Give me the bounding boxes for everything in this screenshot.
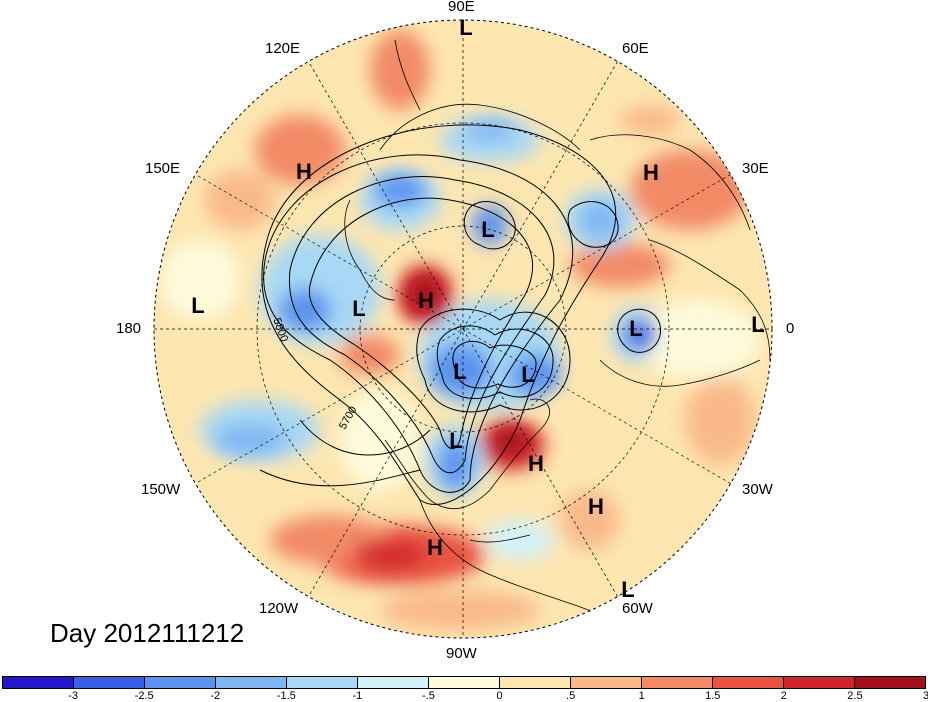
pressure-center-label: L — [521, 362, 535, 387]
colorbar-swatch — [855, 677, 925, 688]
colorbar-tick-label: 1 — [638, 690, 645, 702]
day-label: Day 2012111212 — [50, 618, 245, 648]
colorbar-tick-label: -1.5 — [276, 690, 296, 702]
pressure-center-label: L — [191, 293, 205, 318]
lon-label-90e: 90E — [448, 0, 475, 15]
colorbar-tick-label: 3 — [922, 690, 928, 702]
pressure-center-label: L — [459, 15, 473, 40]
lon-label-90w: 90W — [446, 645, 477, 662]
pressure-center-label: L — [629, 316, 643, 341]
colorbar-tick-label: .5 — [566, 690, 576, 702]
lon-label-180: 180 — [116, 320, 142, 337]
colorbar-swatch — [713, 677, 784, 688]
pressure-center-label: H — [643, 160, 659, 185]
colorbar-tick-label: -2.5 — [134, 690, 154, 702]
colorbar-swatch — [74, 677, 145, 688]
lon-label-120e: 120E — [265, 40, 301, 57]
colorbar-swatch — [500, 677, 571, 688]
lon-label-60w: 60W — [622, 600, 653, 617]
colorbar-tick-label: 1.5 — [705, 690, 721, 702]
colorbar-swatch — [429, 677, 500, 688]
coastlines — [344, 39, 771, 638]
pressure-center-label: H — [418, 288, 434, 313]
lon-label-0: 0 — [786, 320, 795, 337]
colorbar-tick-label: 2.5 — [847, 690, 863, 702]
pressure-center-label: L — [449, 428, 463, 453]
colorbar-swatch — [216, 677, 287, 688]
pressure-center-label: H — [528, 451, 544, 476]
lon-label-60e: 60E — [622, 40, 649, 57]
colorbar-swatch — [287, 677, 358, 688]
lon-label-150e: 150E — [145, 160, 181, 177]
colorbar-swatch — [784, 677, 855, 688]
colorbar-swatch — [642, 677, 713, 688]
pressure-center-label: L — [481, 217, 495, 242]
pressure-center-label: H — [588, 494, 604, 519]
colorbar-swatch — [358, 677, 429, 688]
colorbar-tick-label: 2 — [780, 690, 787, 702]
colorbar-tick-label: -3 — [68, 690, 78, 702]
pressure-center-label: H — [296, 159, 312, 184]
lon-label-150w: 150W — [141, 481, 181, 498]
pressure-center-label: L — [453, 359, 467, 384]
pressure-center-label: L — [352, 296, 366, 321]
colorbar-swatch — [571, 677, 642, 688]
colorbar-tick-label: -.5 — [422, 690, 435, 702]
colorbar — [2, 676, 926, 689]
colorbar-tick-label: -1 — [352, 690, 363, 702]
lon-label-30w: 30W — [742, 481, 773, 498]
pressure-center-label: H — [427, 535, 443, 560]
lon-label-120w: 120W — [259, 600, 299, 617]
colorbar-swatch — [145, 677, 216, 688]
colorbar-tick-label: 0 — [496, 690, 503, 702]
map-boundary — [153, 19, 773, 639]
colorbar-swatch — [3, 677, 74, 688]
pressure-center-label: L — [621, 577, 635, 602]
graticule — [154, 20, 772, 638]
pressure-center-label: L — [751, 312, 765, 337]
lon-label-30e: 30E — [742, 160, 769, 177]
colorbar-tick-label: -2 — [210, 690, 221, 702]
